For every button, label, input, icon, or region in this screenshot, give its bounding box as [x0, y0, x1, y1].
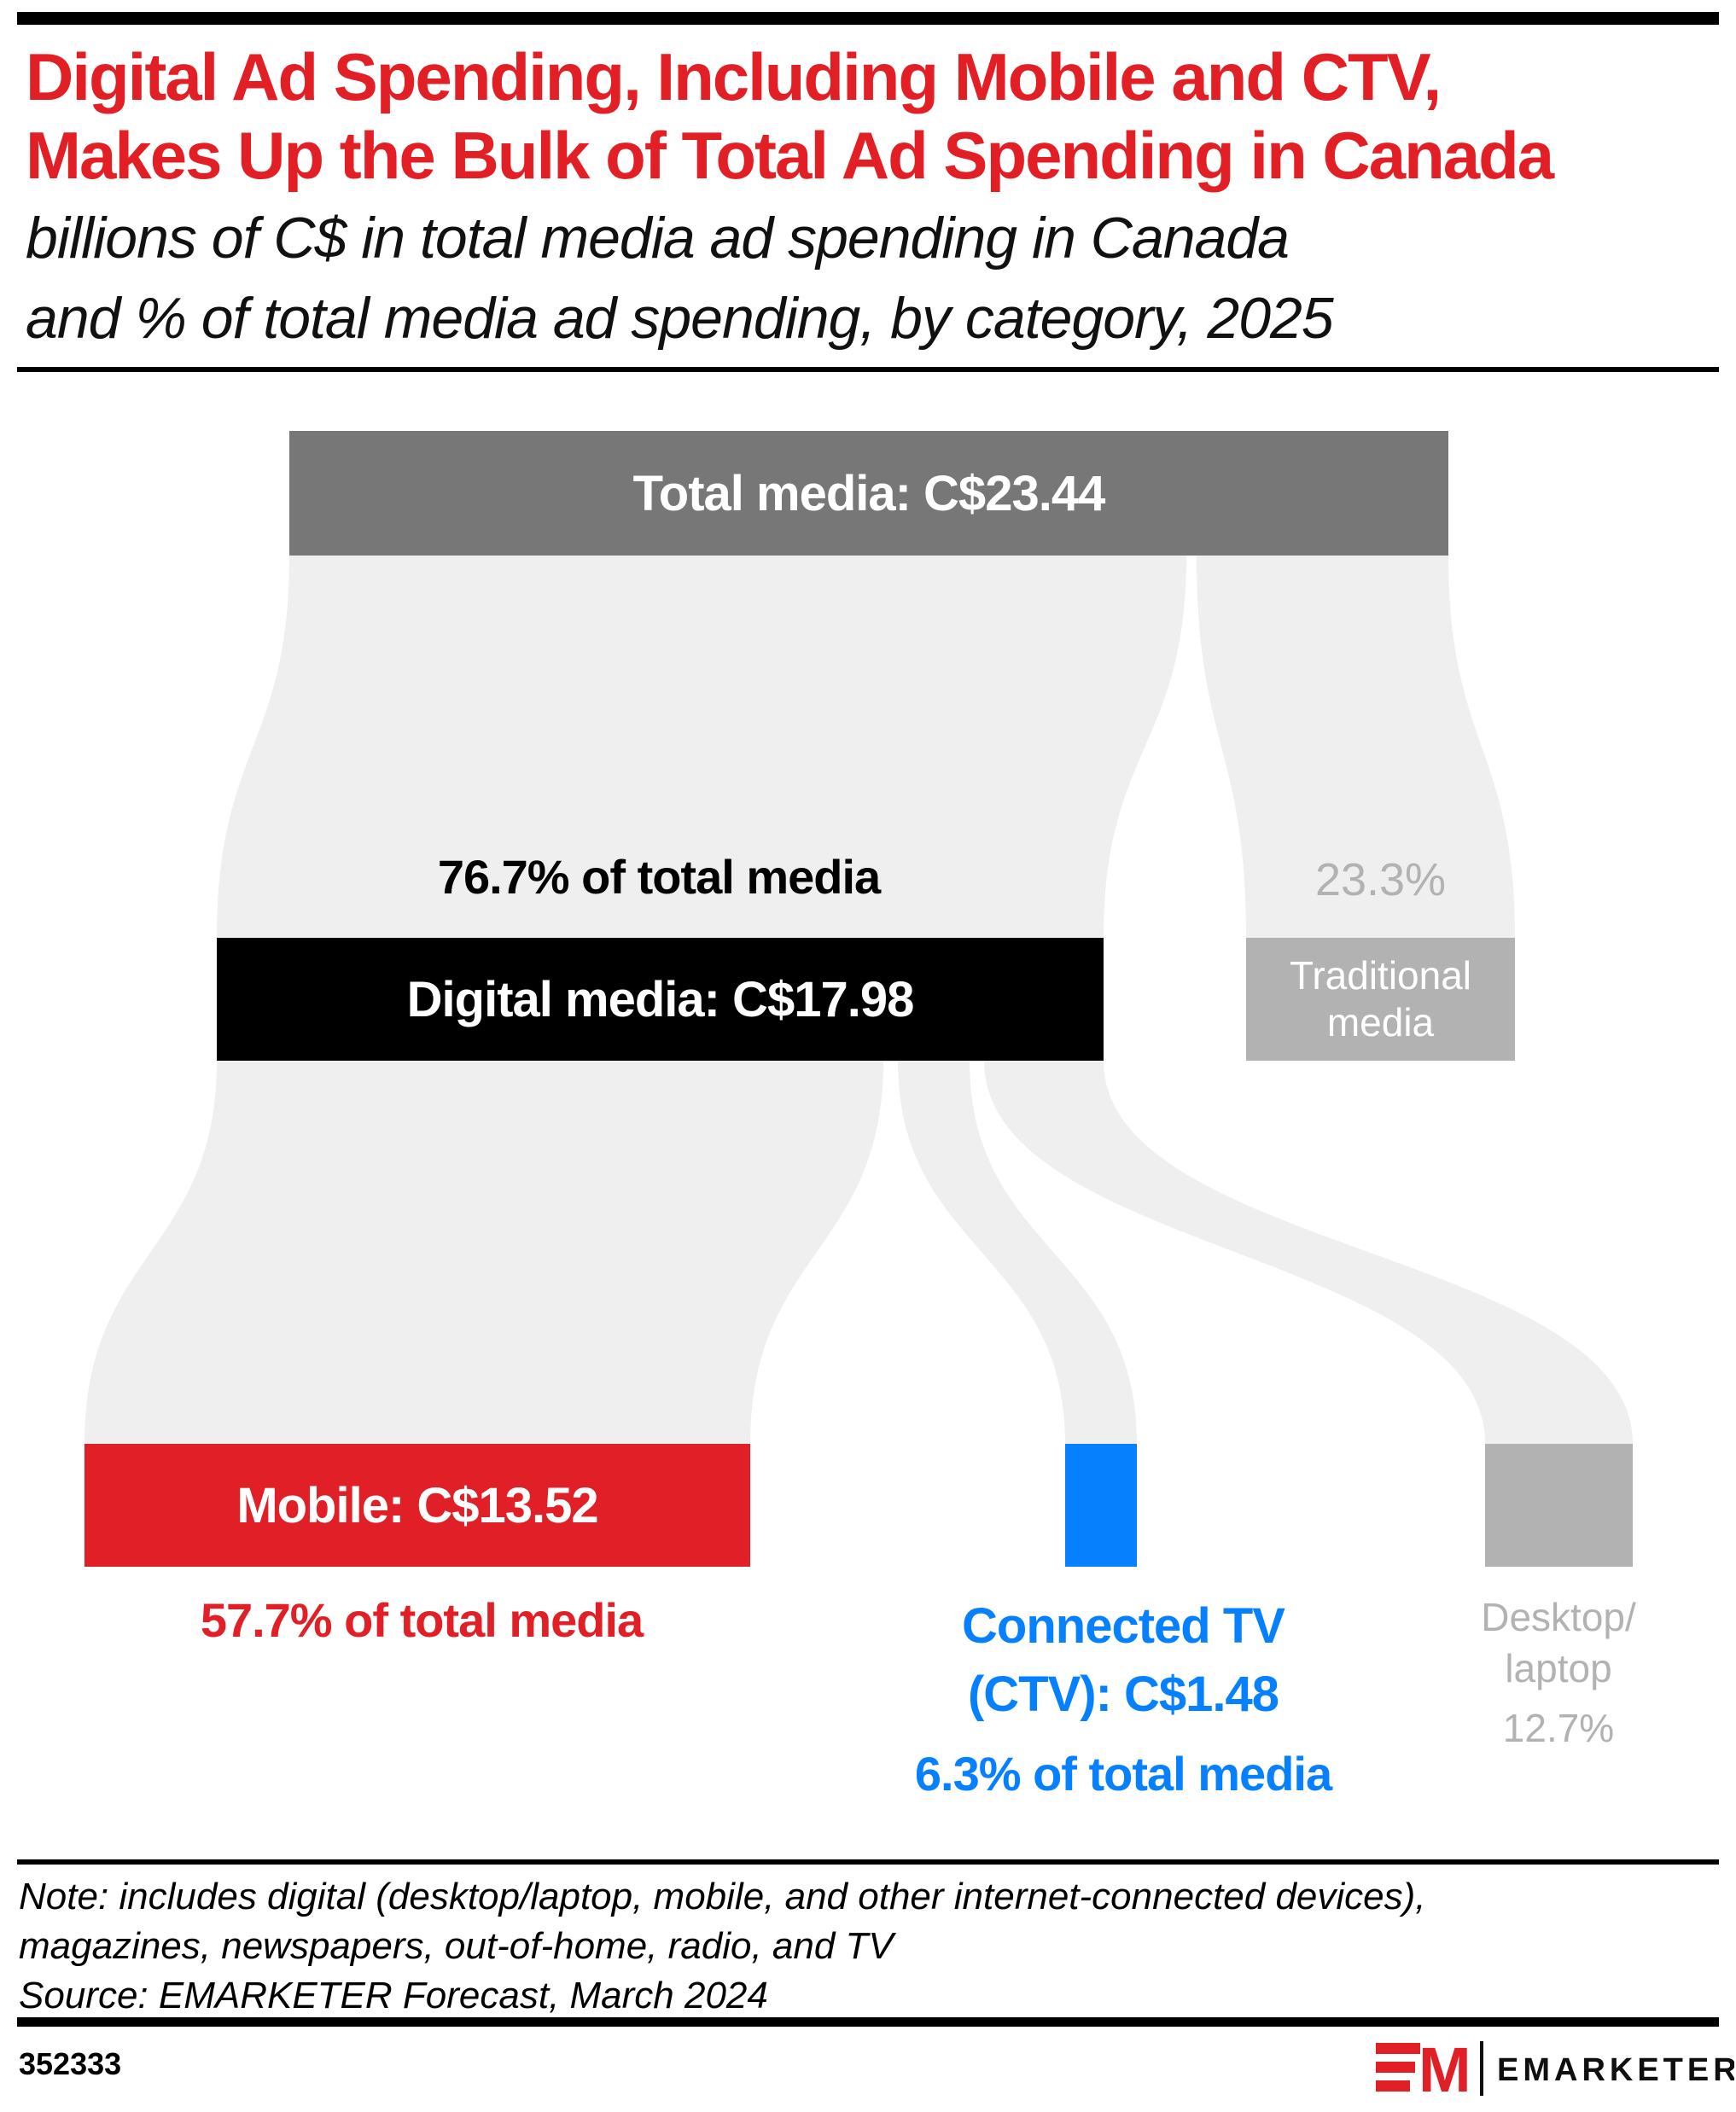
digital-media-pct-label: 76.7% of total media	[437, 850, 881, 904]
connected-tv-label: Connected TV (CTV): C$1.48	[910, 1592, 1337, 1729]
desktop-laptop-label: Desktop/ laptop	[1422, 1592, 1695, 1695]
chart-title-line1: Digital Ad Spending, Including Mobile an…	[26, 39, 1442, 114]
mobile-label: Mobile: C$13.52	[236, 1477, 598, 1533]
desktop-laptop-label-line1: Desktop/	[1481, 1595, 1636, 1639]
connected-tv-pct-label: 6.3% of total media	[914, 1747, 1332, 1801]
emarketer-logo: M EMARKETER	[1376, 2034, 1736, 2105]
note-text: Note: includes digital (desktop/laptop, …	[19, 1872, 1700, 1971]
em-monogram-icon: M	[1376, 2034, 1471, 2105]
note-divider	[17, 1859, 1719, 1865]
bar-digital-media	[217, 938, 1104, 1061]
chart-id: 352333	[19, 2046, 122, 2081]
header-divider	[17, 367, 1719, 372]
chart-subtitle: billions of C$ in total media ad spendin…	[26, 198, 1716, 358]
chart-subtitle-line2: and % of total media ad spending, by cat…	[26, 286, 1334, 351]
desktop-laptop-label-line2: laptop	[1505, 1645, 1612, 1690]
chart-subtitle-line1: billions of C$ in total media ad spendin…	[26, 206, 1290, 271]
desktop-laptop-pct-label: 12.7%	[1502, 1706, 1615, 1750]
logo-separator	[1480, 2041, 1483, 2096]
bar-traditional-media	[1246, 938, 1515, 1061]
traditional-media-pct-label: 23.3%	[1314, 854, 1447, 905]
mobile-pct-label: 57.7% of total media	[200, 1593, 644, 1647]
top-rule	[17, 12, 1719, 25]
note-line1: Note: includes digital (desktop/laptop, …	[19, 1876, 1426, 1917]
flow-digital-to-ctv	[898, 1061, 1137, 1444]
emarketer-logo-graphic: M EMARKETER	[1376, 2034, 1736, 2105]
flow-total-to-traditional	[1197, 556, 1515, 938]
flow-digital-to-mobile	[84, 1061, 883, 1444]
chart-title: Digital Ad Spending, Including Mobile an…	[26, 38, 1716, 195]
flow-digital-to-desktop	[984, 1061, 1633, 1444]
flow-total-to-digital	[217, 556, 1186, 938]
em-monogram-m: M	[1419, 2039, 1471, 2103]
emarketer-wordmark: EMARKETER	[1497, 2052, 1734, 2088]
bar-total-media	[289, 431, 1448, 556]
total-media-label: Total media: C$23.44	[632, 465, 1106, 521]
note-line2: magazines, newspapers, out-of-home, radi…	[19, 1925, 894, 1967]
connected-tv-label-line2: (CTV): C$1.48	[967, 1667, 1279, 1723]
bar-connected-tv	[1065, 1444, 1137, 1567]
chart-title-line2: Makes Up the Bulk of Total Ad Spending i…	[26, 118, 1554, 193]
footer-divider	[17, 2017, 1719, 2027]
bar-mobile	[84, 1444, 750, 1567]
digital-media-label: Digital media: C$17.98	[406, 971, 915, 1027]
source-text: Source: EMARKETER Forecast, March 2024	[19, 1975, 768, 2016]
connected-tv-label-line1: Connected TV	[962, 1598, 1285, 1654]
traditional-media-label: Traditional media	[1289, 952, 1472, 1044]
bar-desktop-laptop	[1485, 1444, 1633, 1567]
